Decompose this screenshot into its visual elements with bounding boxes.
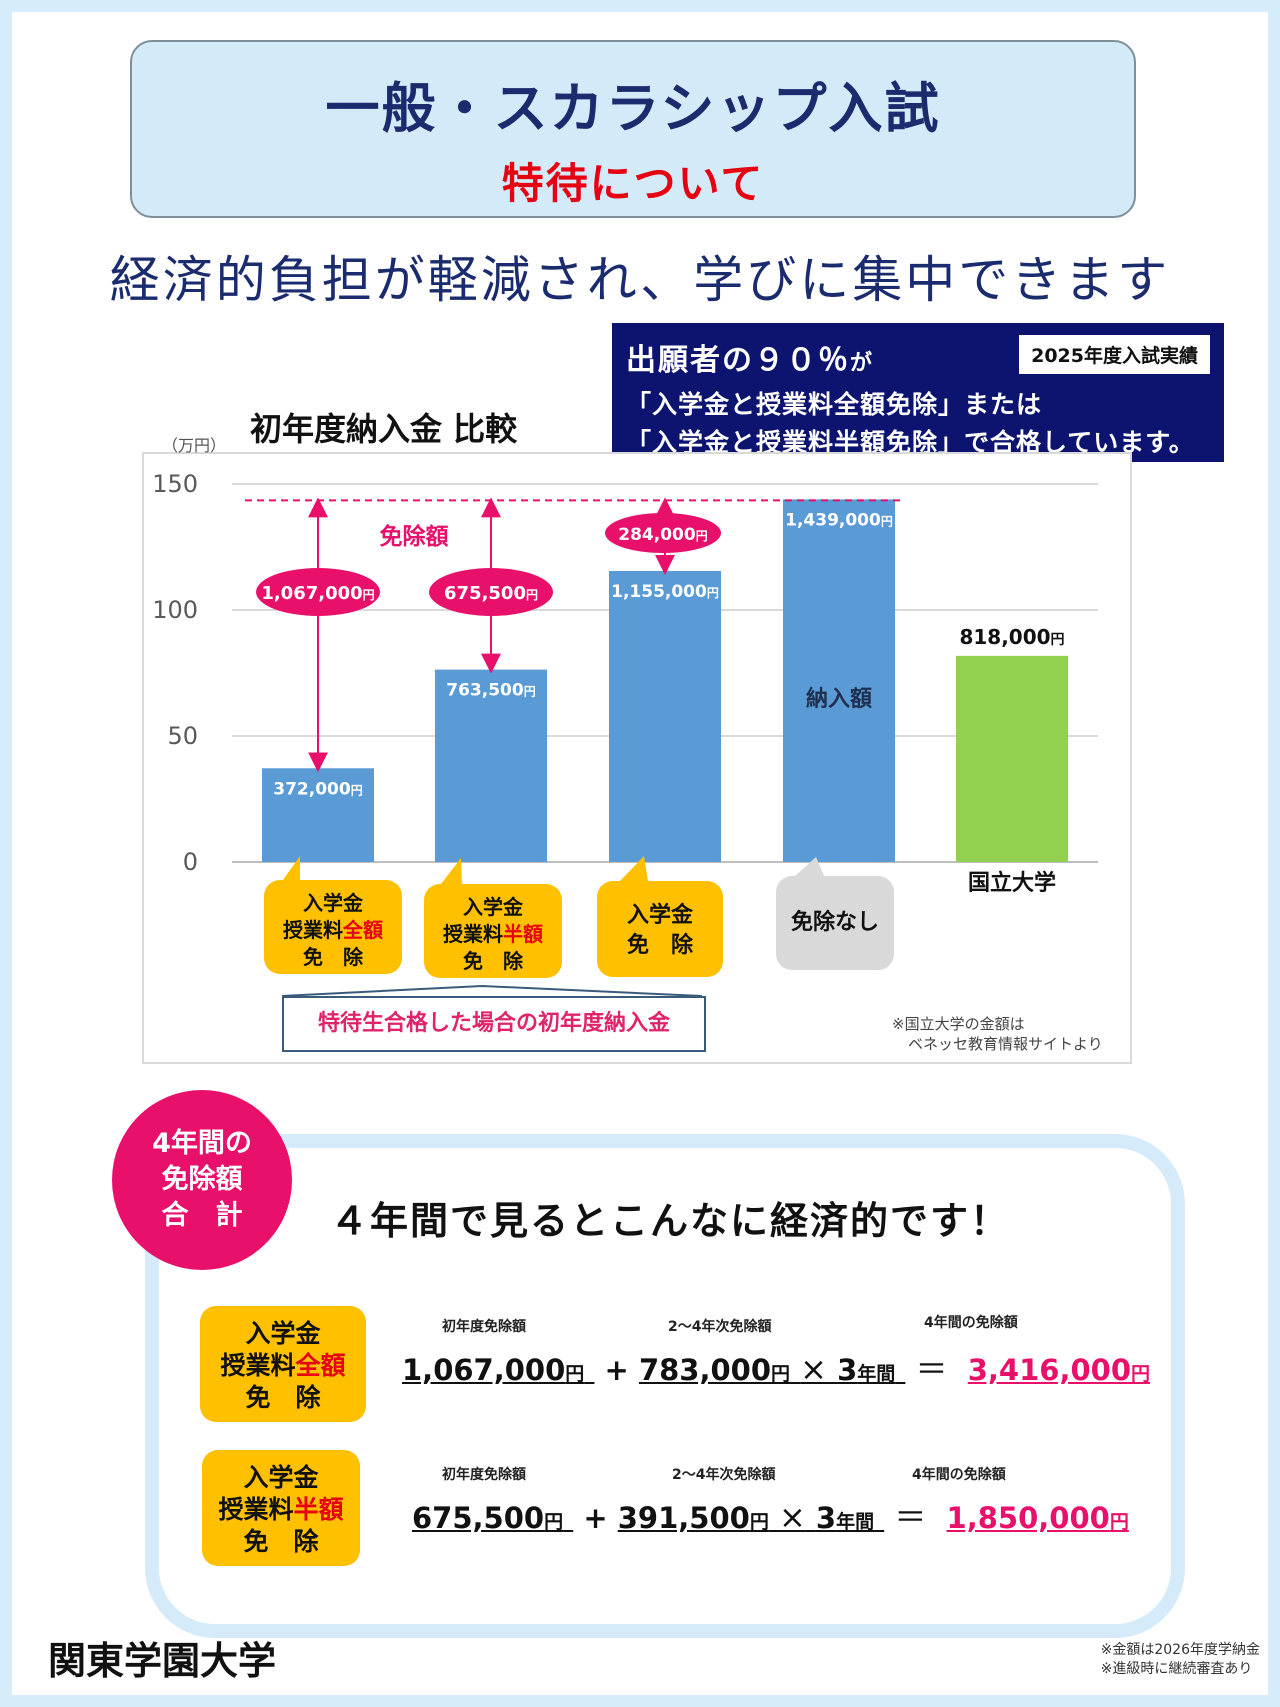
highlight-box: 出願者の９０％が 2025年度入試実績 「入学金と授業料全額免除」または 「入学…: [612, 323, 1224, 462]
headline: 経済的負担が軽減され、学びに集中できます: [109, 251, 1171, 309]
four-year-headline: ４年間で見るとこんなに経済的です！: [330, 1199, 1011, 1243]
row2-total-amount: 1,850,000円: [946, 1501, 1129, 1535]
year-tag: 2025年度入試実績: [1019, 335, 1210, 374]
university-name: 関東学園大学: [48, 1639, 277, 1683]
title-box: 一般・スカラシップ入試 特待について: [130, 40, 1136, 218]
row1-equation: 1,067,000円 + 783,000円 × 3年間 ＝ 3,416,000円: [402, 1344, 1150, 1390]
chart-title: 初年度納入金 比較: [250, 410, 518, 448]
bar: [956, 655, 1068, 862]
badge-line: 免 除: [243, 1527, 319, 1556]
badge-line: 入学金: [245, 1319, 321, 1348]
bubble-line: 免 除: [303, 945, 363, 969]
highlight-suffix: が: [850, 351, 873, 376]
value-label: 1,439,000円: [785, 510, 893, 530]
highlight-percent: 出願者の９０％: [626, 343, 850, 378]
exemption-value: 284,000円: [618, 525, 707, 545]
paid-amount-label: 納入額: [806, 686, 872, 712]
value-label: 763,500円: [446, 681, 535, 701]
footer-note-line1: ※金額は2026年度学納金: [1100, 1642, 1260, 1658]
note-pointer: [281, 984, 703, 997]
badge-line: 免 除: [245, 1383, 321, 1412]
bubble-admission-exemption: 入学金 免 除: [597, 881, 723, 977]
row1-next-amount: 783,000円 × 3年間: [638, 1350, 896, 1388]
bubble-line: 免 除: [463, 949, 523, 973]
row1-label-total: 4年間の免除額: [924, 1315, 1018, 1331]
y-tick-label: 100: [152, 596, 198, 624]
row1-total-amount: 3,416,000円: [967, 1353, 1151, 1387]
bubble-line: 免 除: [626, 933, 693, 958]
row2-label-first: 初年度免除額: [442, 1467, 526, 1483]
value-label: 372,000円: [273, 779, 362, 799]
bubble-tail: [795, 857, 824, 876]
bubble-line: 授業料半額: [443, 922, 543, 946]
plus-sign: +: [604, 1353, 629, 1387]
circle-line3: 合 計: [161, 1200, 243, 1231]
circle-line2: 免除額: [161, 1164, 243, 1195]
y-tick-label: 50: [167, 722, 198, 750]
source-note-line1: ※国立大学の金額は: [892, 1015, 1025, 1033]
source-note-line2: ベネッセ教育情報サイトより: [908, 1035, 1103, 1053]
source-note: ※国立大学の金額は ベネッセ教育情報サイトより: [892, 1014, 1103, 1054]
row1-badge: 入学金 授業料全額 免 除: [200, 1306, 366, 1422]
exemption-title: 免除額: [380, 523, 449, 550]
equals-sign: ＝: [915, 1350, 948, 1388]
value-label: 1,155,000円: [611, 582, 719, 602]
four-year-circle: 4年間の 免除額 合 計: [112, 1090, 292, 1270]
bubble-line: 入学金: [626, 903, 693, 928]
row2-label-next: 2～4年次免除額: [672, 1467, 776, 1483]
chart-note: 特待生合格した場合の初年度納入金: [282, 996, 706, 1052]
badge-line: 入学金: [243, 1463, 319, 1492]
row2-first-amount: 675,500円: [412, 1501, 564, 1535]
bar: [609, 570, 721, 862]
bubble-line: 授業料全額: [283, 918, 383, 942]
bubble-line: 入学金: [303, 891, 363, 915]
value-label: 818,000円: [959, 625, 1064, 649]
exemption-value: 1,067,000円: [261, 583, 374, 604]
circle-line1: 4年間の: [152, 1128, 252, 1159]
row2-next-amount: 391,500円 × 3年間: [617, 1498, 875, 1536]
bubble-no-exemption: 免除なし: [776, 876, 894, 970]
exemption-badge: [256, 568, 380, 616]
y-tick-label: 0: [183, 848, 198, 876]
highlight-line1: 出願者の９０％が: [626, 335, 872, 379]
bubble-line: 入学金: [463, 895, 523, 919]
y-tick-label: 150: [152, 470, 198, 498]
bar: [262, 768, 374, 862]
bubble-tail: [620, 856, 648, 881]
bubble-line: 免除なし: [790, 910, 879, 935]
footer-note: ※金額は2026年度学納金 ※進級時に継続審査あり: [1101, 1641, 1260, 1679]
row2-equation: 675,500円 + 391,500円 × 3年間 ＝ 1,850,000円: [412, 1492, 1129, 1538]
footer-note-line2: ※進級時に継続審査あり: [1100, 1661, 1253, 1677]
bar: [783, 499, 895, 862]
category-label: 国立大学: [968, 870, 1056, 896]
exemption-badge: [605, 513, 721, 553]
bubble-tail: [283, 856, 300, 880]
exemption-badge: [429, 568, 553, 616]
highlight-line2: 「入学金と授業料全額免除」または: [626, 390, 1043, 419]
y-axis-unit: （万円）: [162, 436, 226, 455]
bar: [435, 669, 547, 862]
row2-label-total: 4年間の免除額: [912, 1467, 1006, 1483]
bubble-full-exemption: 入学金 授業料全額 免 除: [264, 880, 402, 974]
page-title: 一般・スカラシップ入試: [325, 77, 941, 140]
badge-line: 授業料半額: [218, 1495, 344, 1524]
bubble-half-exemption: 入学金 授業料半額 免 除: [424, 884, 562, 978]
equals-sign: ＝: [894, 1498, 927, 1536]
bubble-tail: [441, 858, 462, 884]
row2-badge: 入学金 授業料半額 免 除: [202, 1450, 360, 1566]
badge-line: 授業料全額: [220, 1351, 346, 1380]
plus-sign: +: [583, 1501, 608, 1535]
row1-first-amount: 1,067,000円: [402, 1353, 585, 1387]
row1-label-next: 2～4年次免除額: [668, 1319, 772, 1335]
exemption-value: 675,500円: [444, 583, 538, 604]
row1-label-first: 初年度免除額: [442, 1319, 526, 1335]
page-subtitle: 特待について: [501, 159, 765, 208]
